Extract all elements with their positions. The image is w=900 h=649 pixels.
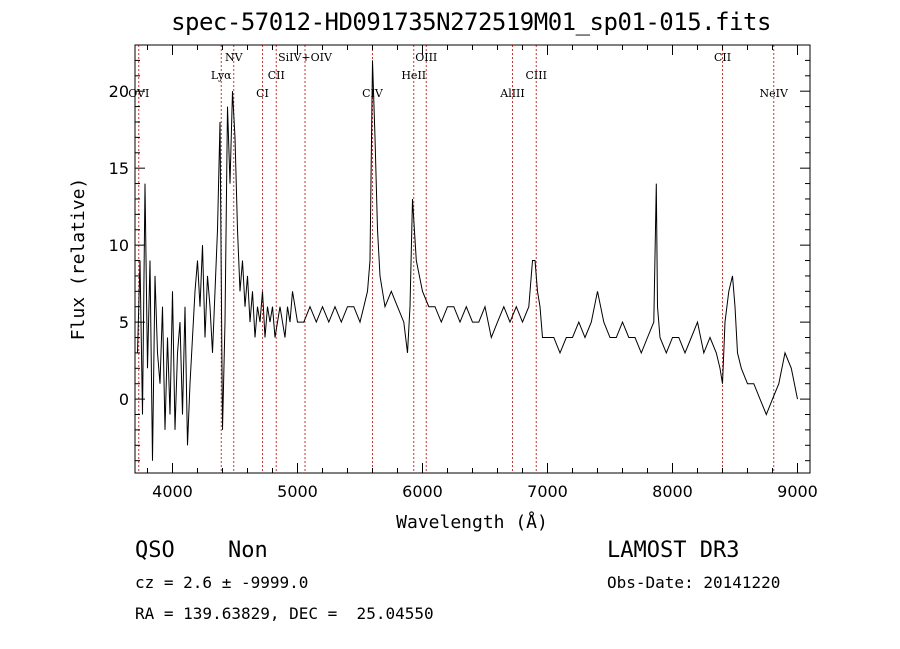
y-tick-label-15: 15 (109, 159, 129, 178)
x-axis-label: Wavelength (Å) (396, 511, 548, 533)
line-label-6: CIV (362, 87, 384, 100)
line-label-5: SiIV+OIV (278, 51, 333, 64)
x-axis: 4000 5000 6000 7000 8000 9000 (147, 45, 818, 501)
y-axis-label: Flux (relative) (68, 178, 89, 341)
line-label-8: OIII (415, 51, 437, 64)
line-label-9: AlIII (499, 87, 525, 100)
x-tick-label-8000: 8000 (652, 482, 693, 501)
line-label-12: NeIV (760, 87, 789, 100)
line-label-3: CI (256, 87, 269, 100)
line-label-11: CII (714, 51, 731, 64)
y-tick-label-20: 20 (109, 82, 129, 101)
line-label-2: NV (225, 51, 244, 64)
observation-date: Obs-Date: 20141220 (607, 573, 781, 592)
line-label-4: CII (268, 69, 285, 82)
plot-frame (134, 44, 811, 474)
x-tick-label-7000: 7000 (527, 482, 568, 501)
x-tick-label-5000: 5000 (277, 482, 318, 501)
line-label-10: CIII (526, 69, 547, 82)
ra-dec: RA = 139.63829, DEC = 25.04550 (135, 604, 434, 623)
x-tick-label-4000: 4000 (152, 482, 193, 501)
y-tick-label-0: 0 (119, 390, 129, 409)
spectrum-line-0 (137, 60, 798, 461)
redshift-cz: cz = 2.6 ± -9999.0 (135, 573, 309, 592)
y-axis: 0 5 10 15 20 (109, 59, 810, 462)
spectrum-series (137, 60, 798, 461)
x-tick-label-6000: 6000 (402, 482, 443, 501)
line-markers: OVILyαNVCICIISiIV+OIVCIVHeIIOIIIAlIIICII… (128, 45, 789, 473)
y-tick-label-5: 5 (119, 313, 129, 332)
line-label-1: Lyα (211, 69, 232, 82)
x-tick-label-9000: 9000 (777, 482, 818, 501)
chart-title: spec-57012-HD091735N272519M01_sp01-015.f… (171, 8, 771, 36)
object-subclass: Non (228, 538, 268, 563)
line-label-0: OVI (128, 87, 149, 100)
line-label-7: HeII (401, 69, 426, 82)
object-class: QSO (135, 538, 175, 563)
y-tick-label-10: 10 (109, 236, 129, 255)
survey-name: LAMOST DR3 (607, 538, 740, 563)
